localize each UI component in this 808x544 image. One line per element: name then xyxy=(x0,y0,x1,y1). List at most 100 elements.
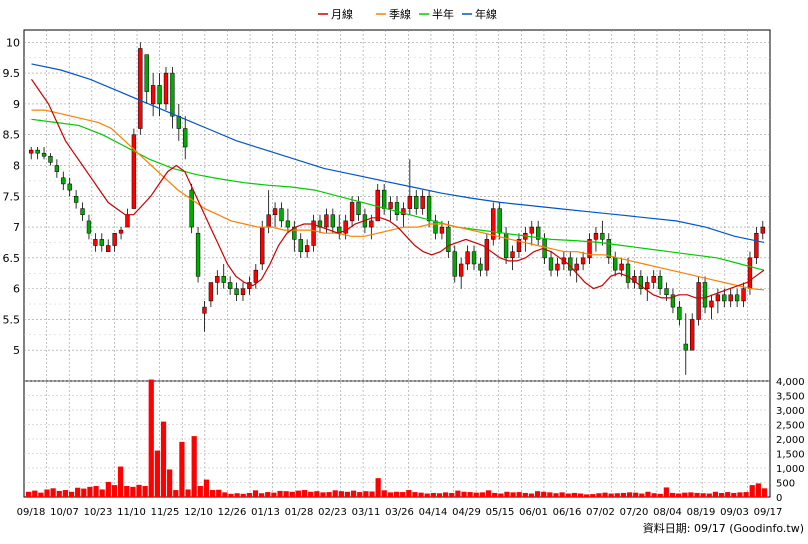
candle-up xyxy=(163,72,169,105)
volume-bar xyxy=(32,490,38,497)
candle-down xyxy=(471,251,477,265)
volume-bar xyxy=(344,491,351,497)
x-tick-label: 09/17 xyxy=(754,507,783,518)
x-tick-label: 10/23 xyxy=(84,507,113,518)
legend-label-1: 季線 xyxy=(389,7,411,21)
volume-bar xyxy=(228,493,234,497)
volume-bar xyxy=(179,441,185,497)
candle-up xyxy=(574,263,579,271)
volume-bar xyxy=(87,486,93,497)
x-tick-label: 12/26 xyxy=(218,507,247,518)
volume-bar xyxy=(467,492,473,497)
candle-down xyxy=(80,208,85,215)
candle-down xyxy=(478,263,483,271)
candle-down xyxy=(48,155,53,163)
volume-bar xyxy=(93,485,99,497)
x-tick-label: 04/14 xyxy=(419,507,448,518)
volume-bar xyxy=(676,493,682,497)
candle-up xyxy=(266,214,271,228)
volume-bar xyxy=(688,492,694,497)
volume-bar xyxy=(442,492,449,497)
candle-down xyxy=(144,54,149,92)
candle-down xyxy=(638,276,644,289)
volume-bar xyxy=(718,492,725,497)
volume-bar xyxy=(259,493,265,497)
candle-up xyxy=(304,245,310,252)
volume-bar xyxy=(234,493,240,497)
volume-bar xyxy=(596,493,602,497)
candle-up xyxy=(580,257,586,265)
volume-bar xyxy=(44,489,50,497)
volume-bar xyxy=(412,492,418,497)
volume-tick-label: 2,500 xyxy=(776,421,805,432)
price-tick-label: 8.5 xyxy=(3,129,21,142)
volume-bar xyxy=(559,492,565,497)
candle-down xyxy=(548,257,554,271)
ma-line-half xyxy=(31,118,765,271)
volume-bar xyxy=(240,493,246,497)
volume-bar xyxy=(712,491,719,497)
candle-down xyxy=(664,288,669,296)
candle-down xyxy=(600,232,605,240)
volume-bar xyxy=(522,492,528,497)
volume-bar xyxy=(154,450,160,497)
candle-down xyxy=(670,294,676,308)
volume-bar xyxy=(761,488,768,497)
price-tick-label: 5.5 xyxy=(3,313,21,326)
volume-tick-label: 0 xyxy=(776,493,782,504)
volume-bar xyxy=(160,421,167,497)
volume-bar xyxy=(117,466,124,497)
plot-frame xyxy=(23,29,771,498)
volume-bar xyxy=(222,492,228,497)
data-date-footer: 資料日期: 09/17 (Goodinfo.tw) xyxy=(643,521,804,535)
volume-bar xyxy=(577,493,584,497)
candle-down xyxy=(426,196,432,222)
candle-up xyxy=(715,294,721,302)
candle-up xyxy=(343,220,348,234)
candle-up xyxy=(458,263,464,277)
ma-line-year xyxy=(31,63,765,243)
candle-up xyxy=(369,220,374,228)
volume-bar xyxy=(320,492,326,497)
volume-bar xyxy=(75,487,81,497)
candle-down xyxy=(330,214,336,228)
candle-down xyxy=(41,152,47,157)
volume-bar xyxy=(614,493,620,497)
volume-bar xyxy=(479,492,485,497)
volume-bar xyxy=(167,469,173,497)
candle-up xyxy=(253,269,258,283)
x-tick-label: 10/07 xyxy=(50,507,79,518)
candle-up xyxy=(272,208,278,215)
volume-bar xyxy=(584,494,590,497)
volume-bar xyxy=(743,492,749,497)
volume-bar xyxy=(669,492,676,497)
volume-bar xyxy=(755,483,761,497)
volume-bar xyxy=(111,485,118,497)
volume-bar xyxy=(26,491,32,497)
volume-bar xyxy=(277,490,283,497)
volume-bar xyxy=(295,490,302,497)
volume-tick-label: 3,500 xyxy=(776,392,805,403)
volume-bar xyxy=(682,492,688,497)
volume-bar xyxy=(130,486,136,497)
x-tick-label: 08/04 xyxy=(653,507,682,518)
volume-bar xyxy=(197,485,203,497)
x-tick-label: 07/20 xyxy=(620,507,649,518)
volume-bar xyxy=(534,491,541,497)
volume-bar xyxy=(620,492,627,497)
volume-bar xyxy=(510,492,516,497)
volume-bar xyxy=(602,492,608,497)
price-tick-label: 7 xyxy=(13,221,20,234)
candle-down xyxy=(67,183,72,191)
price-tick-label: 6.5 xyxy=(3,252,21,265)
x-tick-label: 03/11 xyxy=(352,507,381,518)
candle-up xyxy=(324,214,329,228)
x-tick-label: 08/19 xyxy=(687,507,716,518)
x-tick-label: 06/16 xyxy=(553,507,582,518)
volume-bar xyxy=(393,491,400,497)
volume-bar xyxy=(252,490,259,497)
volume-bar xyxy=(528,493,535,497)
candle-up xyxy=(407,196,413,209)
